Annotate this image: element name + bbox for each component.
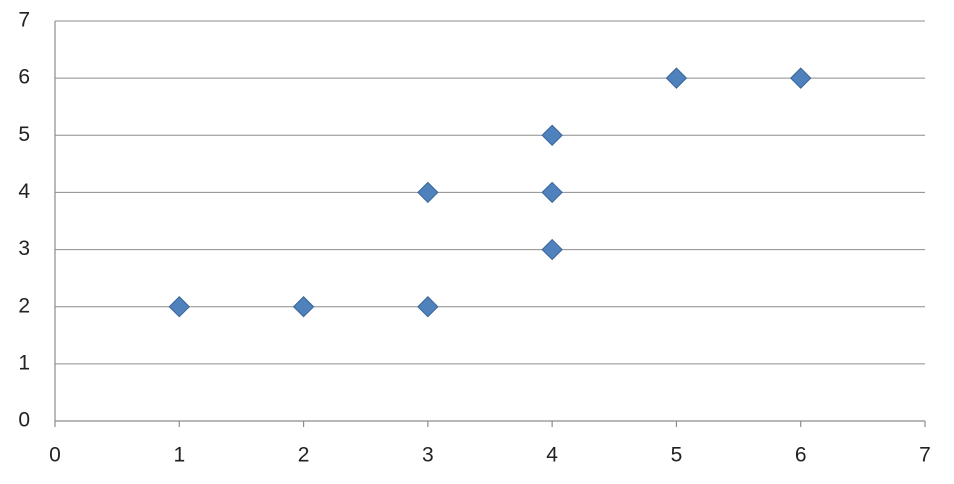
point: [665, 67, 688, 89]
x-tick-label: 1: [173, 444, 185, 467]
x-tick-label: 4: [546, 444, 558, 467]
y-tick-label: 0: [18, 409, 30, 432]
x-tick-label: 2: [298, 444, 310, 467]
point: [790, 67, 812, 89]
y-tick-label: 3: [18, 237, 30, 260]
x-tick-label: 0: [49, 444, 61, 467]
x-tick-label: 7: [919, 444, 931, 467]
point: [541, 124, 563, 146]
x-tick-label: 6: [795, 444, 807, 467]
y-tick-label: 4: [18, 180, 30, 203]
y-tick-label: 7: [18, 9, 30, 32]
x-tick-label: 5: [671, 444, 683, 467]
x-tick-label: 3: [422, 444, 434, 467]
point: [541, 238, 563, 261]
y-tick-label: 2: [18, 294, 30, 317]
y-tick-label: 1: [18, 351, 30, 374]
point: [417, 181, 439, 204]
y-tick-label: 5: [18, 123, 30, 146]
y-tick-label: 6: [18, 66, 30, 89]
point: [417, 296, 439, 318]
point: [541, 181, 563, 204]
point: [168, 296, 190, 318]
point: [292, 296, 315, 318]
